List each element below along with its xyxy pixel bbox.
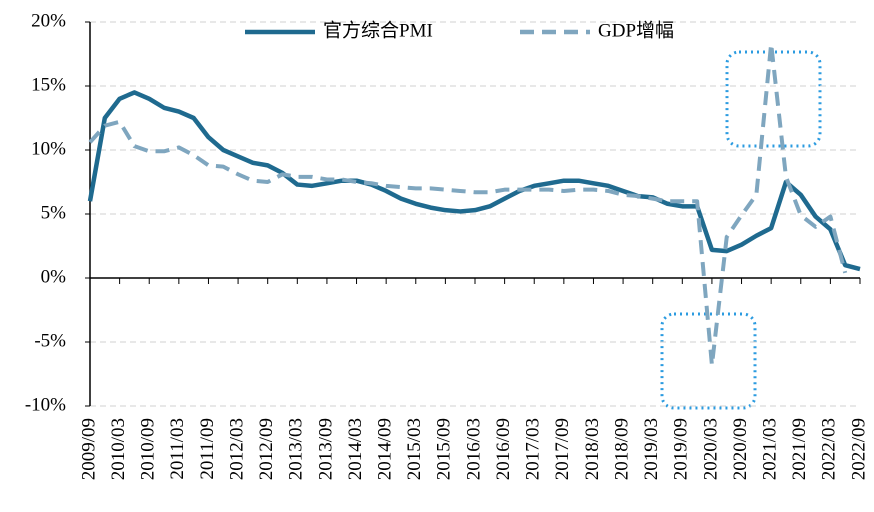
legend-label: GDP增幅 [598, 19, 674, 41]
x-tick-label: 2017/03 [523, 418, 544, 480]
x-tick-label: 2019/03 [641, 418, 662, 480]
x-tick-label: 2018/09 [611, 418, 632, 480]
x-tick-label: 2009/09 [78, 418, 99, 480]
x-tick-label: 2019/09 [671, 418, 692, 480]
series-line [87, 90, 861, 272]
x-tick-label: 2016/03 [463, 418, 484, 480]
x-tick-label: 2022/09 [848, 418, 869, 480]
x-tick-label: 2015/03 [404, 418, 425, 480]
x-tick-label: 2011/09 [197, 418, 218, 480]
highlight-box [660, 312, 757, 410]
x-tick-label: 2012/09 [256, 418, 277, 480]
y-tick-label: -10% [25, 394, 66, 415]
y-tick-label: -5% [34, 330, 66, 351]
highlight-box [725, 50, 822, 148]
y-tick-label: 5% [41, 202, 67, 223]
x-tick-label: 2016/09 [493, 418, 514, 480]
series-line [88, 41, 848, 368]
x-tick-label: 2013/03 [286, 418, 307, 480]
x-tick-label: 2010/03 [108, 418, 129, 480]
x-tick-label: 2010/09 [138, 418, 159, 480]
legend-label: 官方综合PMI [323, 19, 433, 41]
x-tick-label: 2011/03 [167, 418, 188, 480]
x-tick-label: 2021/09 [789, 418, 810, 480]
legend: 官方综合PMI GDP增幅 [245, 19, 674, 41]
x-tick-label: 2013/09 [315, 418, 336, 480]
x-tick-label: 2020/03 [700, 418, 721, 480]
y-tick-label: 20% [31, 10, 66, 31]
x-tick-label: 2022/03 [819, 418, 840, 480]
x-tick-label: 2021/03 [760, 418, 781, 480]
x-tick-label: 2012/03 [226, 418, 247, 480]
y-tick-label: 10% [31, 138, 66, 159]
x-tick-label: 2015/09 [434, 418, 455, 480]
y-tick-label: 15% [31, 74, 66, 95]
y-tick-label: 0% [41, 266, 67, 287]
x-tick-label: 2014/03 [345, 418, 366, 480]
x-tick-label: 2018/03 [582, 418, 603, 480]
x-tick-label: 2017/09 [552, 418, 573, 480]
x-tick-label: 2020/09 [730, 418, 751, 480]
x-tick-label: 2014/09 [375, 418, 396, 480]
